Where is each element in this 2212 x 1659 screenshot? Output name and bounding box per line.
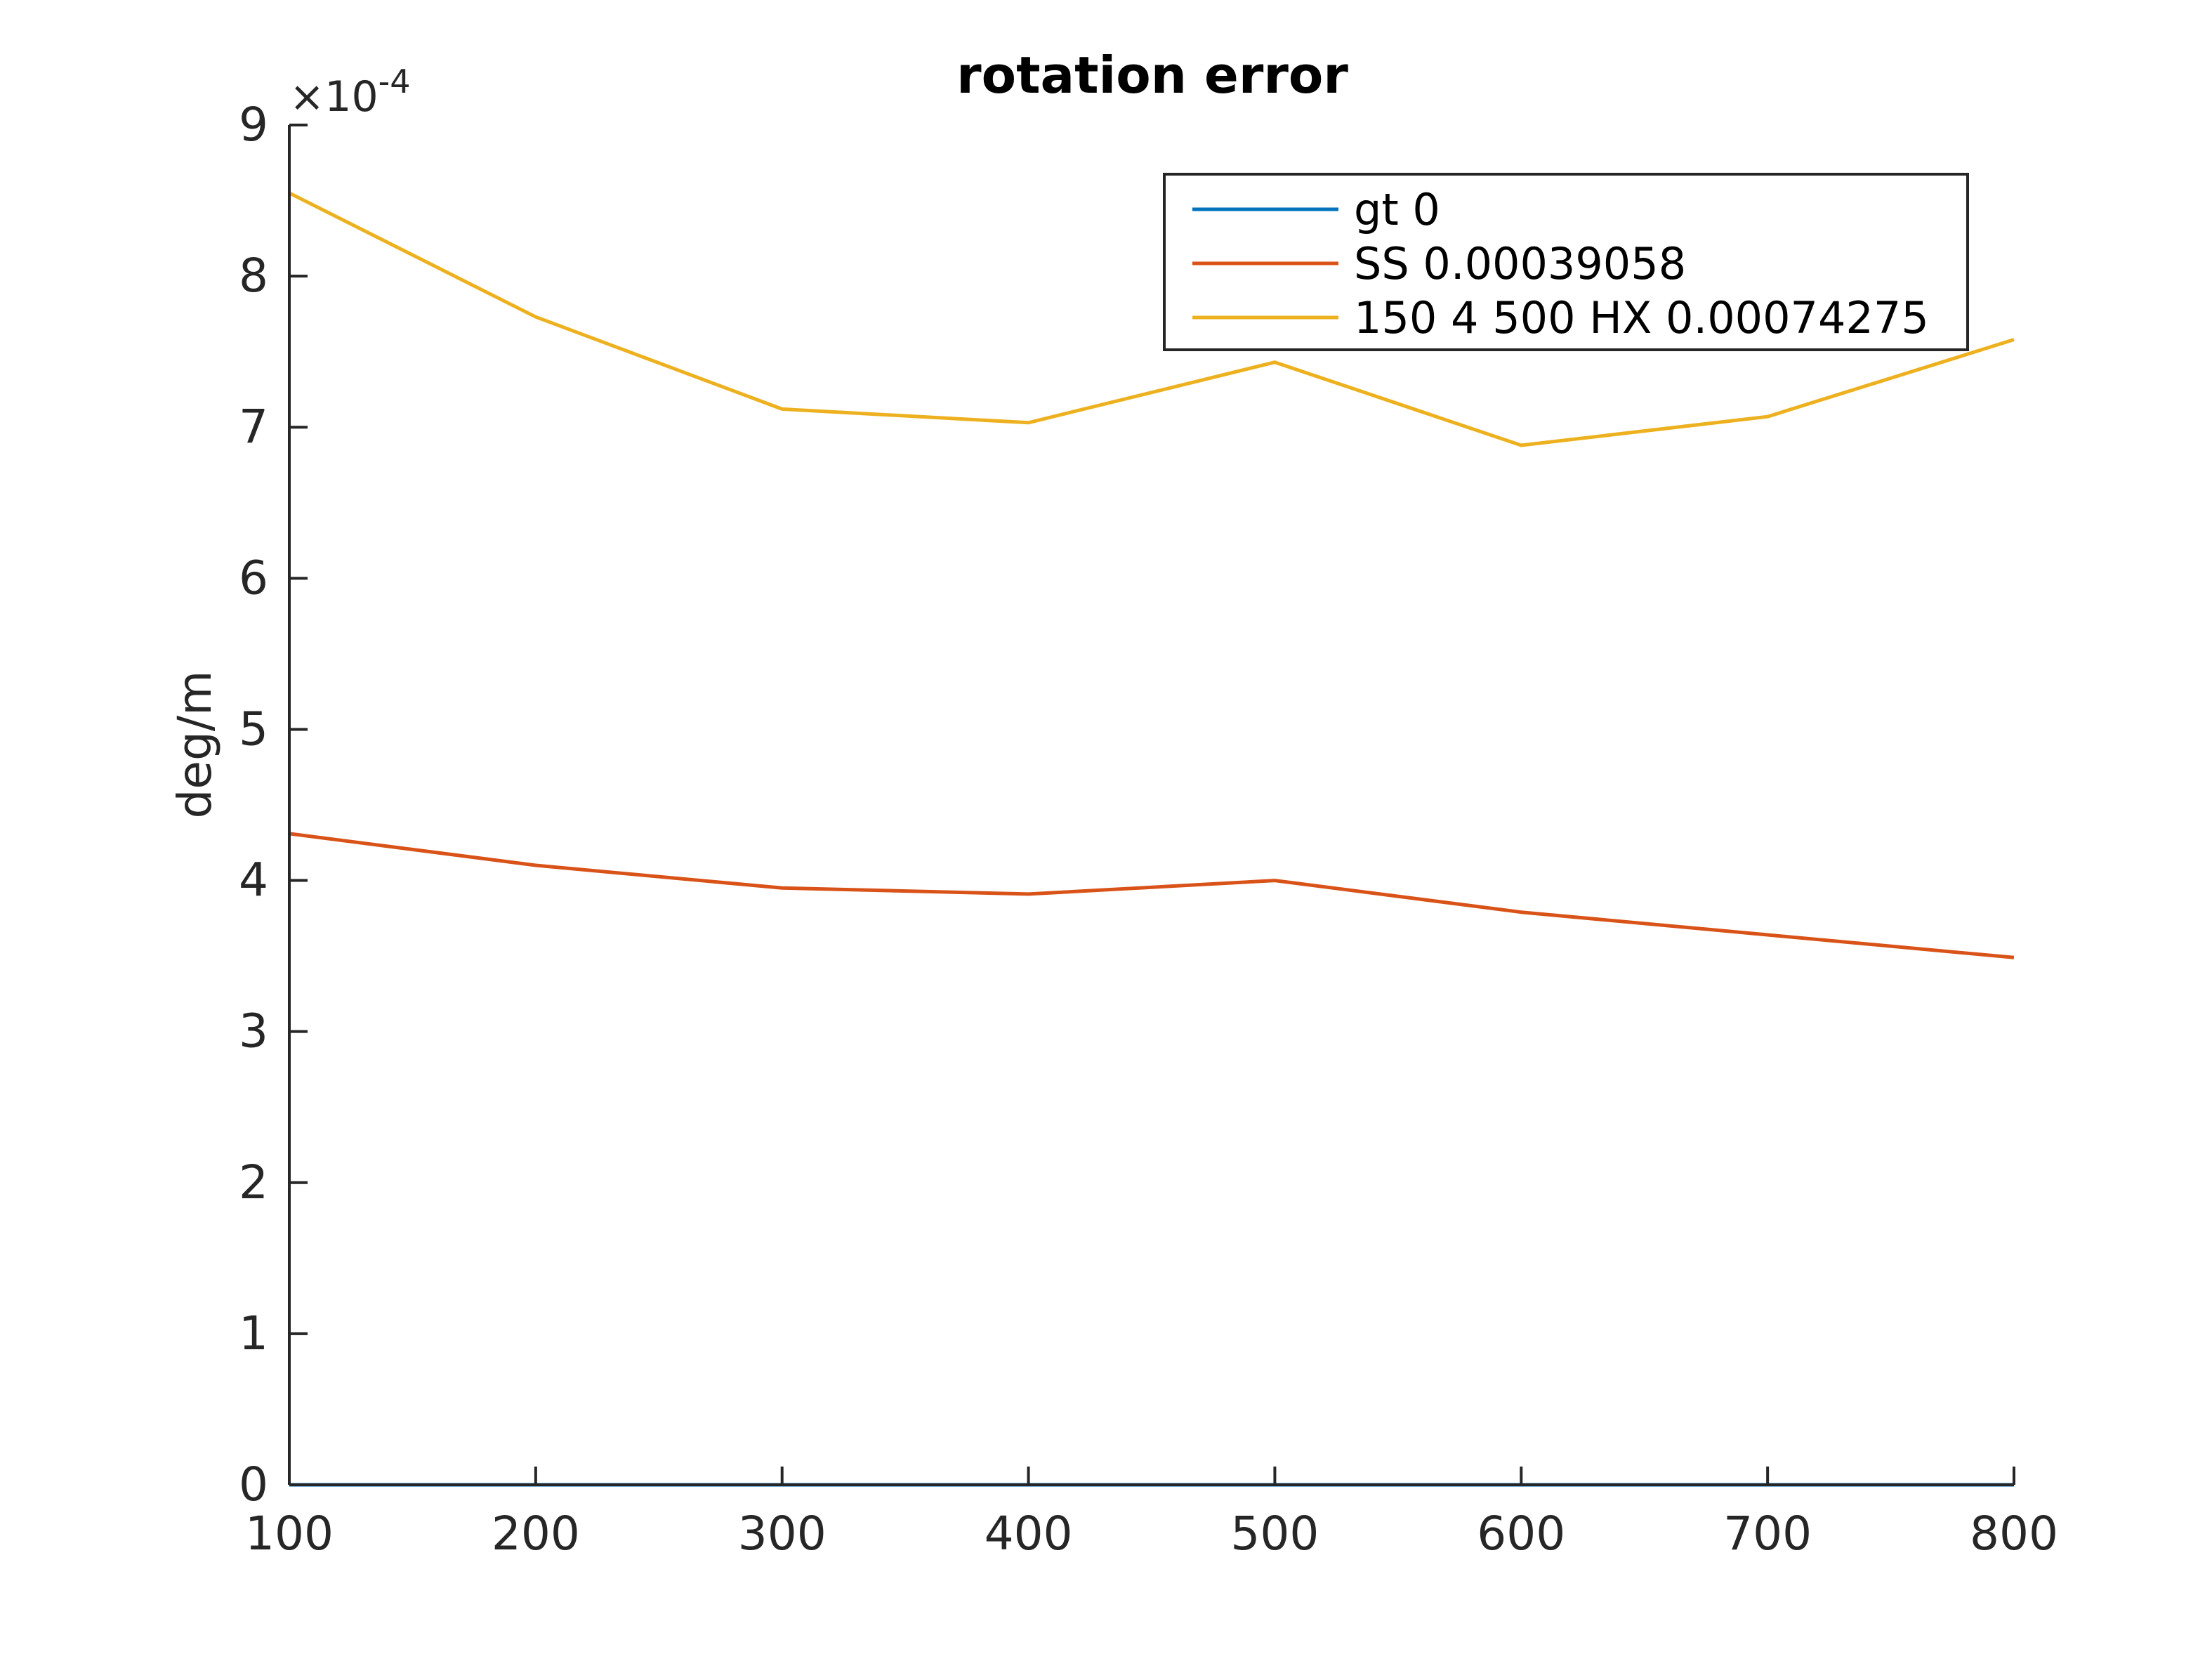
y-axis-label: deg/m: [168, 671, 222, 819]
y-tick-label: 5: [239, 702, 268, 756]
x-tick-label: 100: [245, 1507, 334, 1561]
y-tick-label: 9: [239, 98, 268, 152]
y-tick-label: 2: [239, 1155, 268, 1209]
x-tick-label: 200: [492, 1507, 580, 1561]
y-tick-label: 1: [239, 1306, 268, 1360]
y-tick-label: 0: [239, 1457, 268, 1512]
y-tick-label: 8: [239, 249, 268, 303]
x-tick-label: 300: [738, 1507, 827, 1561]
y-exponent-power: -4: [378, 63, 411, 100]
y-exponent-label: ×10-4: [289, 63, 411, 122]
y-tick-label: 7: [239, 400, 268, 454]
x-tick-label: 700: [1723, 1507, 1812, 1561]
x-tick-label: 800: [1970, 1507, 2058, 1561]
x-tick-label: 500: [1230, 1507, 1319, 1561]
y-tick-label: 6: [239, 551, 268, 605]
y-tick-label: 3: [239, 1004, 268, 1058]
x-tick-label: 600: [1477, 1507, 1565, 1561]
y-exponent-base: ×10: [289, 72, 378, 122]
legend-label-1: gt 0: [1354, 184, 1440, 235]
axes: 0 1 2 3 4 5 6 7 8 9 100 200 300 400 500 600 700 800: [239, 98, 2058, 1561]
legend-label-2: SS 0.00039058: [1354, 238, 1686, 289]
series-line-3: [288, 191, 2015, 447]
x-tick-label: 400: [985, 1507, 1073, 1561]
legend-label-3: 150 4 500 HX 0.00074275: [1354, 292, 1929, 343]
chart-title: rotation error: [956, 46, 1348, 105]
y-tick-label: 4: [239, 853, 268, 907]
series-line-2: [289, 832, 2015, 959]
legend: gt 0SS 0.00039058 150 4 500 HX 0.0007427…: [1163, 173, 1969, 351]
